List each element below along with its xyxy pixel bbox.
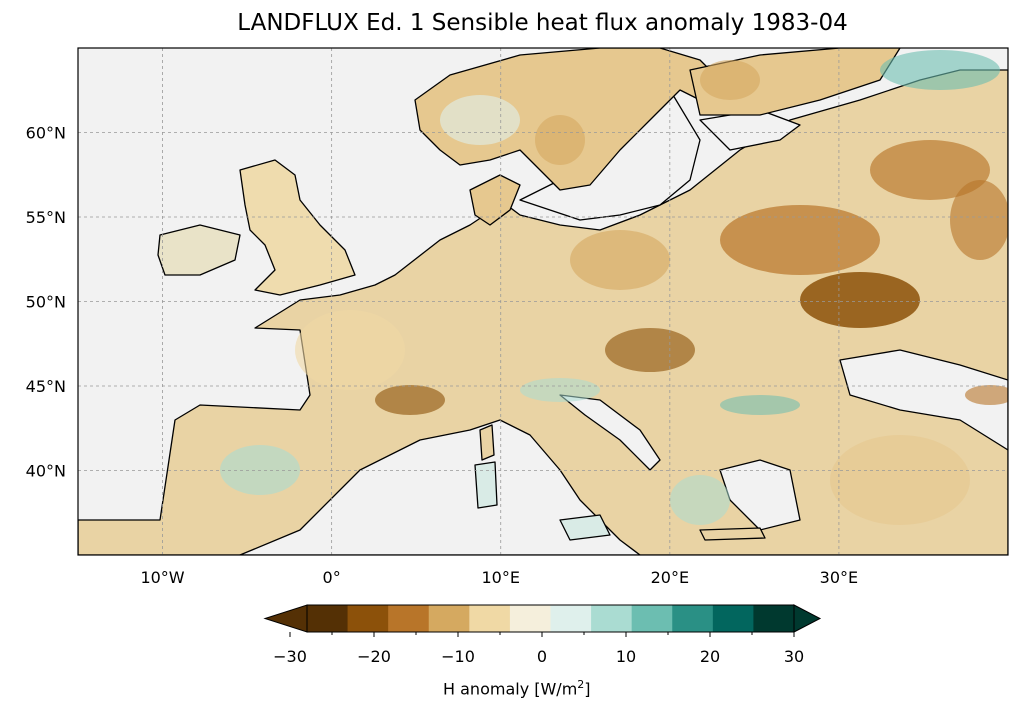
colorbar-tick-label: 30	[784, 647, 804, 666]
colorbar-swatch	[753, 605, 795, 632]
land-sardinia	[474, 461, 498, 509]
colorbar-swatch	[307, 605, 349, 632]
land-main-continent	[78, 69, 1008, 555]
colorbar-swatch	[469, 605, 511, 632]
colorbar-swatch	[672, 605, 714, 632]
lat-tick-label: 50°N	[26, 293, 66, 312]
colorbar-tick-label: 10	[616, 647, 636, 666]
gridlines	[78, 48, 1008, 555]
lon-tick-label: 20°E	[651, 568, 689, 587]
colorbar-tick-label: −30	[273, 647, 307, 666]
land-adriatic-sea	[559, 394, 661, 471]
colorbar-tick-label: 0	[537, 647, 547, 666]
lon-tick-label: 10°E	[481, 568, 519, 587]
colorbar-tick-label: −20	[357, 647, 391, 666]
land-sicily	[559, 514, 611, 541]
lat-tick-label: 60°N	[26, 124, 66, 143]
colorbar-swatch	[509, 605, 551, 632]
colorbar-extend-min	[263, 604, 308, 633]
colorbar-tick-label: −10	[441, 647, 475, 666]
colorbar-swatch	[347, 605, 389, 632]
lon-tick-label: 30°E	[820, 568, 858, 587]
land-crete	[699, 527, 766, 541]
lon-tick-label: 0°	[323, 568, 341, 587]
colorbar-swatch	[631, 605, 673, 632]
land-ireland	[157, 224, 241, 276]
land-corsica	[479, 424, 495, 461]
colorbar-swatch	[712, 605, 754, 632]
colorbar-swatch	[591, 605, 633, 632]
map-title: LANDFLUX Ed. 1 Sensible heat flux anomal…	[237, 10, 848, 36]
colorbar-outline	[306, 604, 795, 633]
colorbar-swatch	[428, 605, 470, 632]
land-west-mediterranean-sea	[239, 419, 641, 555]
colorbar-extend-max	[793, 604, 822, 633]
colorbar: −30 −20 −10 0 10 20 30	[263, 604, 822, 666]
map-frame	[77, 47, 1009, 556]
lon-tick-label: 10°W	[140, 568, 184, 587]
anomaly-patches	[220, 50, 1008, 525]
colorbar-label: H anomaly [W/m2]	[443, 678, 591, 699]
lat-tick-label: 40°N	[26, 462, 66, 481]
colorbar-swatch	[388, 605, 430, 632]
colorbar-swatch	[550, 605, 592, 632]
axis-labels: 10°W 0° 10°E 20°E 30°E 60°N 55°N 50°N 45°N 40°N	[26, 124, 858, 588]
colorbar-tick-label: 20	[700, 647, 720, 666]
lat-tick-label: 45°N	[26, 377, 66, 396]
land-denmark	[469, 174, 521, 226]
lat-tick-label: 55°N	[26, 208, 66, 227]
land-great-britain	[239, 159, 356, 296]
